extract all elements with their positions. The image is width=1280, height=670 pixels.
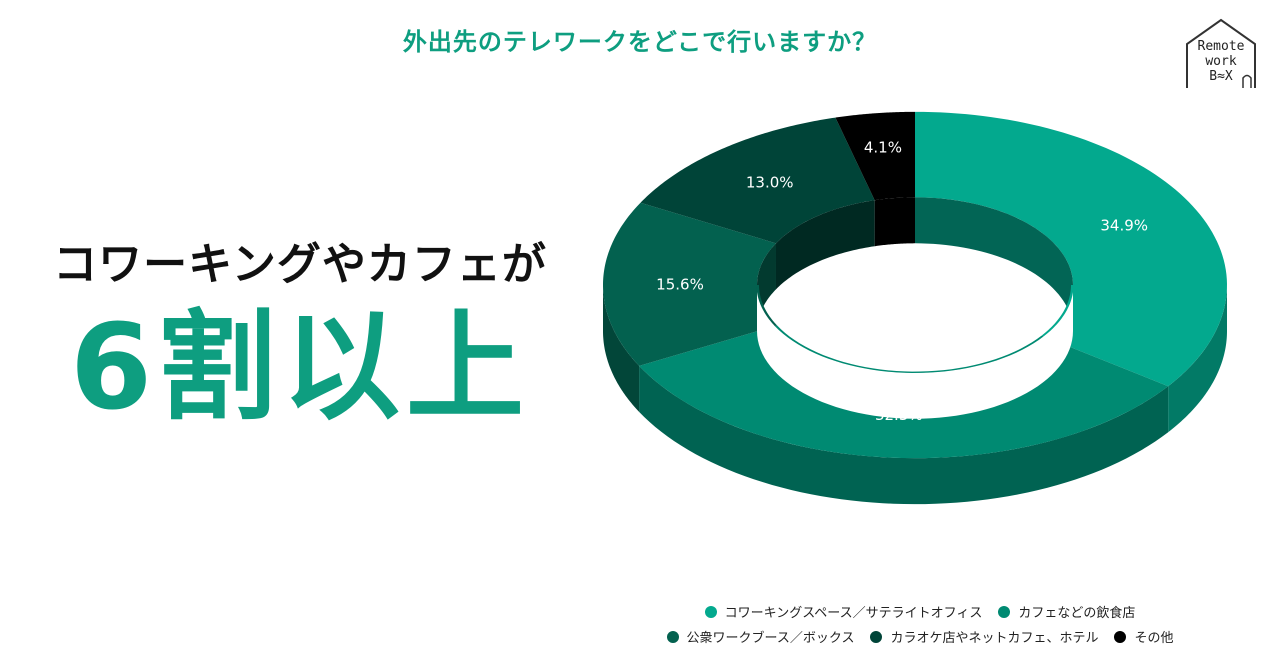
legend-swatch [666,630,679,643]
page-title: 外出先のテレワークをどこで行いますか？ [402,28,878,56]
legend-swatch [1114,630,1127,643]
donut-slice [835,111,915,201]
chart-legend: コワーキングスペース／サテライトオフィス カフェなどの飲食店 公衆ワークブース／ボ… [600,602,1240,652]
donut-outer-wall [639,365,1169,505]
logo-line-2: work [1205,54,1237,69]
donut-hole [757,285,1073,419]
slice-label: 34.9% [1100,217,1148,235]
donut-inner-wall [915,197,1073,331]
logo-line-1: Remote [1197,39,1245,54]
donut-slice [603,202,776,366]
legend-item: その他 [1114,627,1174,646]
slice-label: 4.1% [864,138,902,156]
legend-label: カラオケ店やネットカフェ、ホテル [890,631,1099,646]
legend-label: コワーキングスペース／サテライトオフィス [724,606,983,621]
donut-outer-wall [603,285,640,412]
house-outline-icon [1186,18,1256,88]
slice-label: 15.6% [656,275,704,293]
legend-item: 公衆ワークブース／ボックス [666,627,855,646]
donut-inner-wall [775,200,875,290]
donut-outer-wall [1168,285,1227,433]
legend-swatch [998,605,1011,618]
donut-slice-edge [756,285,778,327]
donut-slice [915,111,1227,387]
legend-item: コワーキングスペース／サテライトオフィス [704,602,983,621]
logo-line-3: B≈X [1209,69,1233,84]
donut-slice [640,117,875,244]
legend-row: コワーキングスペース／サテライトオフィス カフェなどの飲食店 [600,602,1240,621]
slice-label: 32.3% [875,406,923,424]
donut-chart: 34.9% 32.3% 15.6% 13.0% 4.1% [603,111,1227,505]
legend-label: その他 [1134,631,1174,646]
legend-row: 公衆ワークブース／ボックス カラオケ店やネットカフェ、ホテル その他 [600,627,1240,646]
legend-item: カフェなどの飲食店 [998,602,1135,621]
remote-work-box-logo: Remote work B≈X [1183,18,1259,90]
legend-label: カフェなどの飲食店 [1018,606,1136,621]
headline: コワーキングやカフェが [53,239,547,290]
legend-item: カラオケ店やネットカフェ、ホテル [870,627,1098,646]
slice-label: 13.0% [746,174,794,192]
big-stat: 6割以上 [69,298,531,436]
legend-label: 公衆ワークブース／ボックス [686,631,855,646]
legend-swatch [870,630,883,643]
donut-inner-wall [874,197,915,247]
legend-swatch [704,605,717,618]
